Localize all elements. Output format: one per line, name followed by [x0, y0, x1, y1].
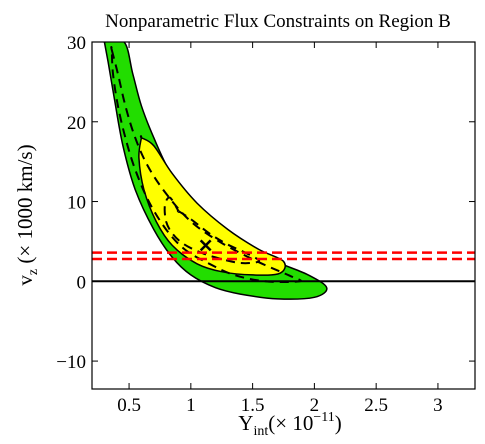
- reference-lines: [92, 251, 475, 283]
- x-tick-label: 2.5: [364, 395, 388, 416]
- x-tick-label: 3: [433, 395, 443, 416]
- chart-title: Nonparametric Flux Constraints on Region…: [105, 11, 451, 32]
- x-axis-label-rest: (× 10: [268, 411, 313, 435]
- y-axis-label: vz (× 1000 km/s): [13, 144, 41, 285]
- y-axis-label-subscript: z: [26, 269, 41, 275]
- x-axis-label-superscript: −11: [313, 410, 334, 425]
- x-axis-ticks: 0.5 1 1.5 2 2.5 3: [117, 42, 443, 416]
- x-tick-label: 0.5: [117, 395, 141, 416]
- x-axis-label-close: ): [335, 411, 342, 435]
- y-tick-label: 30: [67, 33, 86, 54]
- y-axis-ticks: −10 0 10 20 30: [56, 33, 475, 373]
- y-tick-label: 0: [77, 272, 87, 293]
- plot-frame: [91, 41, 476, 390]
- x-axis-label-main: Y: [238, 411, 253, 435]
- outer-confidence-region: [102, 42, 328, 300]
- x-tick-label: 1: [186, 395, 196, 416]
- y-tick-label: −10: [56, 352, 86, 373]
- plot-regions: [92, 42, 475, 300]
- y-axis-label-rest: (× 1000 km/s): [13, 144, 37, 268]
- y-tick-label: 10: [67, 193, 86, 214]
- x-tick-label: 1.5: [241, 395, 265, 416]
- x-tick-label: 2: [310, 395, 320, 416]
- y-tick-label: 20: [67, 113, 86, 134]
- x-axis-label: Yint(× 10−11): [238, 410, 341, 439]
- best-fit-marker: [199, 239, 212, 252]
- y-axis-label-main: v: [13, 275, 37, 286]
- inner-confidence-region: [138, 135, 286, 276]
- x-axis-label-subscript: int: [253, 424, 268, 439]
- inner-dashed-contour: [163, 196, 261, 265]
- best-fit-marker-stroke-1: [199, 239, 212, 252]
